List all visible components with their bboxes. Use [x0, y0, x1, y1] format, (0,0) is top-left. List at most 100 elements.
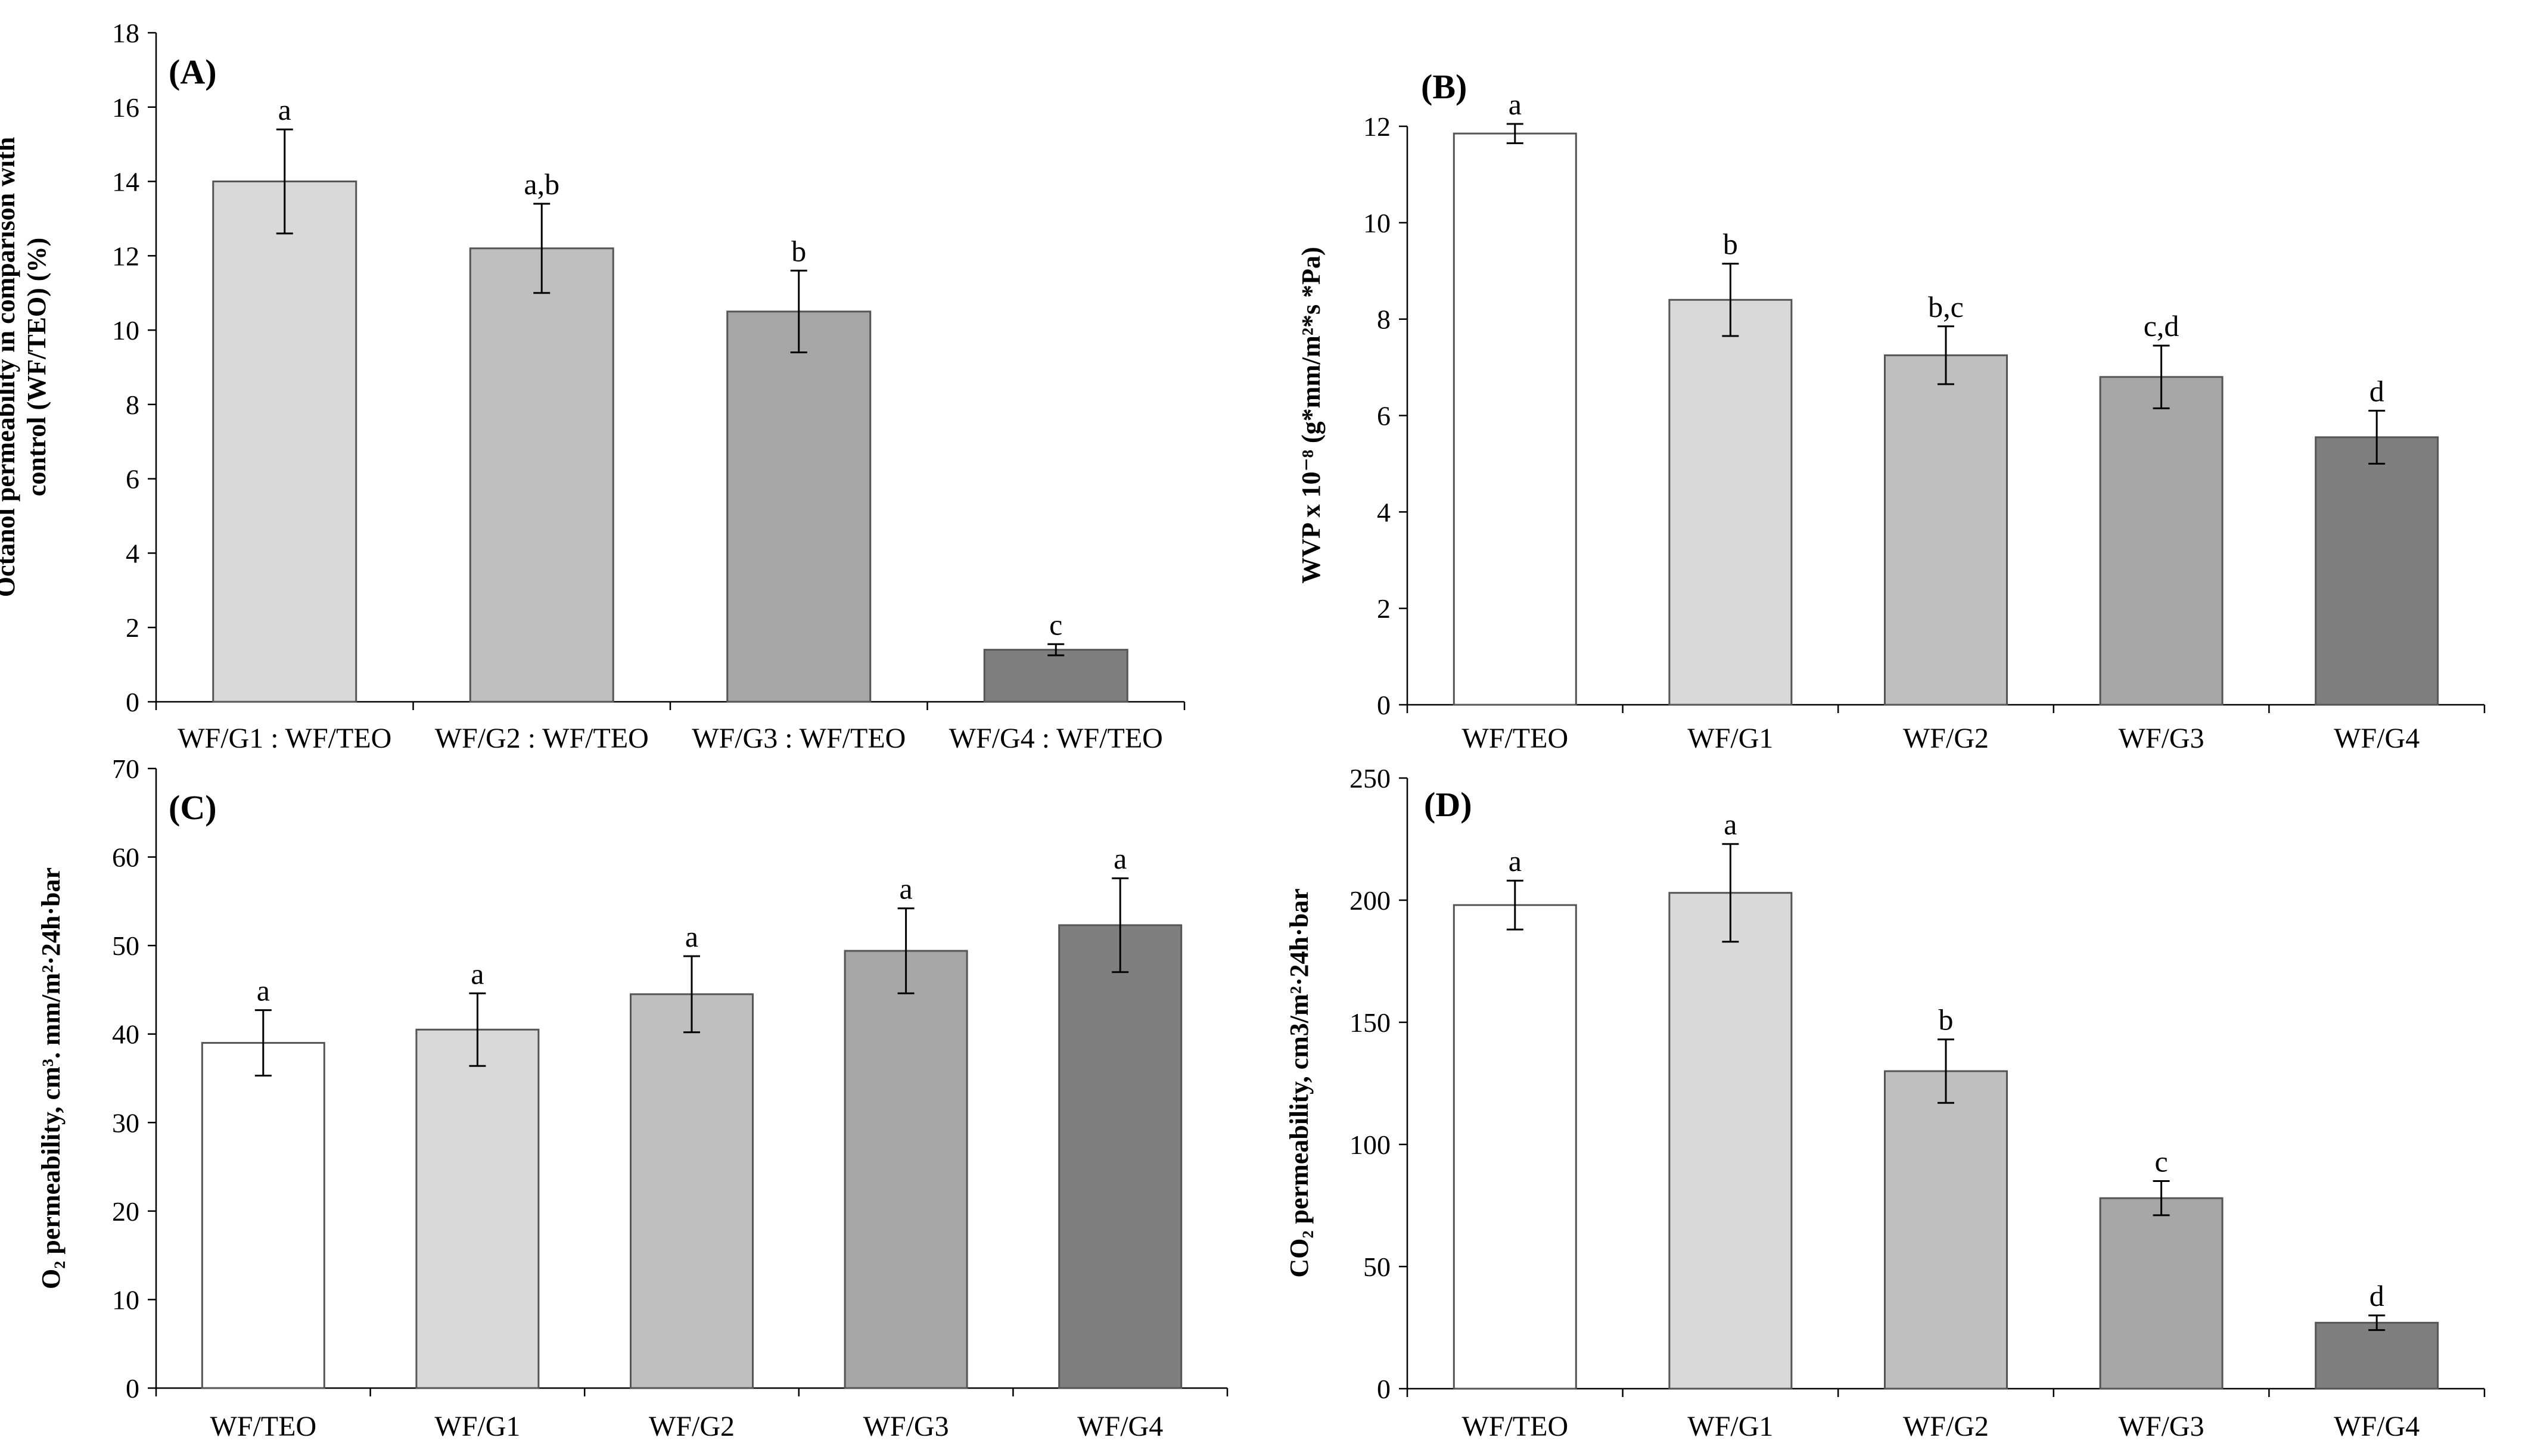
bar	[2099, 1197, 2224, 1390]
bar	[1668, 892, 1793, 1390]
y-tick-label: 10	[1363, 208, 1391, 238]
x-category-label: WF/G2 : WF/TEO	[435, 723, 649, 754]
y-tick-label: 6	[126, 464, 139, 494]
y-tick-label: 4	[126, 538, 139, 568]
bar	[1884, 354, 2008, 706]
y-tick-label: 250	[1349, 763, 1391, 794]
significance-label: c,d	[2144, 309, 2179, 343]
bar	[1668, 298, 1793, 706]
x-category-label: WF/G4	[1077, 1411, 1163, 1442]
x-category-label: WF/TEO	[1461, 1411, 1568, 1442]
significance-label: a,b	[524, 167, 559, 201]
significance-label: a	[278, 93, 291, 126]
y-tick-label: 150	[1349, 1007, 1391, 1038]
x-category-label: WF/G4 : WF/TEO	[949, 723, 1163, 754]
x-category-label: WF/G3	[863, 1411, 949, 1442]
bar	[469, 247, 614, 703]
bar	[212, 181, 357, 703]
significance-label: d	[2369, 374, 2384, 407]
x-category-label: WF/G4	[2334, 723, 2420, 754]
x-category-label: WF/G2	[1903, 1411, 1989, 1442]
y-tick-label: 50	[112, 931, 139, 961]
y-tick-label: 14	[112, 167, 139, 197]
y-tick-label: 8	[1377, 304, 1391, 335]
significance-label: a	[1724, 808, 1737, 841]
x-category-label: WF/G2	[1903, 723, 1989, 754]
y-axis-label: O₂ permeability, cm³. mm/m²·24h·bar	[36, 867, 66, 1289]
significance-label: d	[2369, 1279, 2384, 1312]
x-category-label: WF/TEO	[1461, 723, 1568, 754]
y-axis-label: control (WF/TEO) (%)	[22, 238, 51, 496]
bar	[2099, 376, 2224, 706]
y-tick-label: 30	[112, 1107, 139, 1138]
x-category-label: WF/TEO	[210, 1411, 316, 1442]
significance-label: b	[1939, 1003, 1954, 1037]
significance-label: a	[257, 974, 270, 1007]
significance-label: a	[899, 872, 912, 906]
panel-label: (B)	[1421, 67, 1467, 106]
y-axis-label: CO₂ permeability, cm3/m²·24h·bar	[1285, 888, 1314, 1277]
x-category-label: WF/G1	[1687, 723, 1773, 754]
significance-label: b,c	[1928, 290, 1964, 323]
y-axis-label: Octanol permeability in comparison with	[0, 137, 20, 597]
y-tick-label: 4	[1377, 497, 1391, 527]
y-tick-label: 8	[126, 390, 139, 420]
y-tick-label: 0	[126, 687, 139, 717]
bar	[1058, 924, 1183, 1389]
x-category-label: WF/G3 : WF/TEO	[692, 723, 906, 754]
panel-c-chart: 0 10 20 30 40 50 60 70 a WF/TEO a WF/G1 a WF/G2 a WF/G3…	[36, 754, 1229, 1442]
y-tick-label: 70	[112, 754, 139, 784]
x-category-label: WF/G3	[2119, 723, 2204, 754]
significance-label: a	[1114, 842, 1127, 875]
y-tick-label: 0	[1377, 690, 1391, 720]
y-tick-label: 18	[112, 18, 139, 48]
y-tick-label: 2	[1377, 593, 1391, 624]
panel-label: (D)	[1424, 785, 1472, 824]
panel-b-chart: 0 2 4 6 8 10 12 a WF/TEO b WF/G1 b,c WF/G2 c,d WF/G3 d W…	[1296, 67, 2486, 754]
bar	[2315, 1321, 2439, 1390]
significance-label: c	[2154, 1145, 2168, 1178]
y-tick-label: 16	[112, 92, 139, 123]
x-category-label: WF/G1	[1687, 1411, 1773, 1442]
bar	[201, 1042, 325, 1389]
x-category-label: WF/G4	[2334, 1411, 2420, 1442]
y-tick-label: 200	[1349, 885, 1391, 916]
significance-label: a	[1509, 844, 1522, 878]
x-category-label: WF/G2	[649, 1411, 735, 1442]
y-tick-label: 12	[112, 241, 139, 271]
y-tick-label: 50	[1363, 1252, 1391, 1282]
y-tick-label: 6	[1377, 401, 1391, 431]
bar	[726, 310, 872, 703]
panel-label: (C)	[169, 788, 217, 827]
bar	[983, 649, 1128, 703]
y-tick-label: 0	[126, 1373, 139, 1404]
bar	[1884, 1070, 2008, 1390]
panel-label: (A)	[169, 52, 217, 91]
y-tick-label: 0	[1377, 1374, 1391, 1404]
y-tick-label: 2	[126, 612, 139, 643]
bar	[1453, 904, 1577, 1390]
y-tick-label: 20	[112, 1196, 139, 1227]
bar	[844, 950, 968, 1389]
x-category-label: WF/G3	[2119, 1411, 2204, 1442]
significance-label: b	[1723, 228, 1738, 261]
bar	[630, 993, 754, 1389]
y-axis-label: WVP x 10⁻⁸ (g*mm/m²*s *Pa)	[1296, 247, 1326, 583]
bar	[415, 1028, 540, 1389]
bar	[2315, 436, 2439, 706]
panel-a-chart: 0 2 4 6 8 10 12 14 16 18 a WF/G1 : WF/TEO a,b WF/G2 :…	[0, 18, 1186, 754]
significance-label: c	[1049, 608, 1062, 641]
y-tick-label: 12	[1363, 111, 1391, 142]
y-tick-label: 40	[112, 1019, 139, 1050]
significance-label: b	[791, 234, 806, 267]
x-category-label: WF/G1 : WF/TEO	[178, 723, 391, 754]
y-tick-label: 60	[112, 842, 139, 873]
y-tick-label: 10	[112, 1284, 139, 1315]
bar	[1453, 132, 1577, 706]
y-tick-label: 100	[1349, 1130, 1391, 1160]
x-category-label: WF/G1	[434, 1411, 520, 1442]
significance-label: a	[1509, 88, 1522, 121]
significance-label: a	[471, 957, 484, 990]
panel-d-chart: 0 50 100 150 200 250 a WF/TEO a WF/G1 b WF/G2 c WF/G3…	[1285, 763, 2486, 1442]
